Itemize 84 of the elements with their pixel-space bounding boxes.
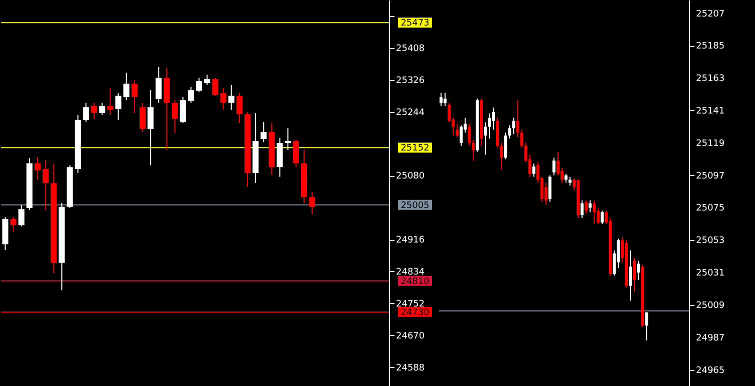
candlestick xyxy=(180,96,186,124)
candlestick xyxy=(637,260,640,280)
candlestick xyxy=(123,72,130,101)
candlestick xyxy=(148,89,154,166)
y-tick-label: 24670 xyxy=(396,331,425,342)
y-tick-label: 25244 xyxy=(396,108,425,118)
candlestick xyxy=(292,139,299,168)
candlestick xyxy=(516,100,520,138)
candlestick xyxy=(18,204,24,227)
candlestick xyxy=(309,192,316,215)
y-tick-label: 25185 xyxy=(696,42,725,52)
y-tick-label: 24987 xyxy=(696,333,725,344)
candlestick xyxy=(212,77,218,96)
candlestick xyxy=(42,160,49,210)
candlestick xyxy=(107,88,114,116)
ref-line-label: 24810 xyxy=(400,276,430,287)
candlestick xyxy=(544,182,548,206)
y-tick-label: 24965 xyxy=(696,366,725,376)
y-tick-label: 25075 xyxy=(696,204,725,214)
candlestick xyxy=(628,250,632,302)
y-tick-label: 25163 xyxy=(696,74,725,84)
y-tick-label: 25009 xyxy=(696,300,725,311)
y-tick-label: 24916 xyxy=(396,236,425,246)
y-tick-label: 24834 xyxy=(396,267,425,278)
candlestick xyxy=(468,123,471,146)
candlestick xyxy=(548,174,552,202)
ref-line-label: 25005 xyxy=(400,200,430,211)
candlestick xyxy=(552,157,556,176)
candlestick xyxy=(520,129,524,148)
candlestick xyxy=(596,207,600,224)
candlestick xyxy=(504,132,508,160)
candlestick xyxy=(204,74,210,86)
y-tick-label: 25097 xyxy=(696,171,725,182)
y-tick-label: 25080 xyxy=(396,172,425,182)
candlestick xyxy=(508,124,512,139)
candlestick xyxy=(580,200,584,219)
candlestick xyxy=(91,102,98,120)
candlestick xyxy=(115,92,122,120)
candlestick xyxy=(500,142,504,170)
candlestick xyxy=(188,86,194,104)
y-tick-label: 24588 xyxy=(396,363,425,374)
y-tick-label: 24752 xyxy=(396,299,425,310)
candlestick xyxy=(488,112,491,139)
candlestick xyxy=(632,257,636,292)
candlestick xyxy=(260,121,267,143)
candlestick xyxy=(645,312,648,341)
y-tick-label: 25207 xyxy=(696,9,725,20)
y-tick-label: 25119 xyxy=(696,138,725,149)
ref-line-label: 25473 xyxy=(400,18,430,29)
candlestick xyxy=(34,156,41,180)
candlestick xyxy=(584,200,588,214)
y-tick-label: 25141 xyxy=(696,106,725,116)
candlestick xyxy=(456,123,459,138)
candlestick xyxy=(444,92,447,107)
candlestick xyxy=(512,117,516,135)
y-tick-label: 25408 xyxy=(396,44,425,54)
candlestick xyxy=(172,100,178,134)
candlestick xyxy=(236,92,242,124)
ref-line-label: 24730 xyxy=(400,308,430,318)
candlestick xyxy=(156,66,162,104)
y-tick-label: 25326 xyxy=(396,76,425,86)
candlestick xyxy=(228,84,234,110)
candlestick xyxy=(10,216,16,233)
y-tick-label: 25053 xyxy=(696,236,725,246)
candlestick xyxy=(592,200,596,224)
candlestick xyxy=(99,102,106,116)
candlestick xyxy=(588,200,592,213)
candlestick xyxy=(220,88,226,110)
y-tick-label: 25031 xyxy=(696,268,725,279)
candlestick xyxy=(131,79,138,114)
candlestick xyxy=(284,128,291,150)
candlestick xyxy=(196,77,202,92)
candlestick xyxy=(440,92,443,107)
candlestick xyxy=(492,107,496,130)
ref-line-label: 25152 xyxy=(400,144,430,154)
candlestick xyxy=(532,163,536,178)
candlestick xyxy=(484,122,487,156)
candlestick xyxy=(82,102,90,122)
candlestick xyxy=(460,124,463,146)
candlestick xyxy=(556,151,560,176)
candlestick xyxy=(600,210,604,224)
candlestick xyxy=(139,102,146,133)
candlestick xyxy=(448,102,451,123)
candlestick xyxy=(472,139,475,162)
